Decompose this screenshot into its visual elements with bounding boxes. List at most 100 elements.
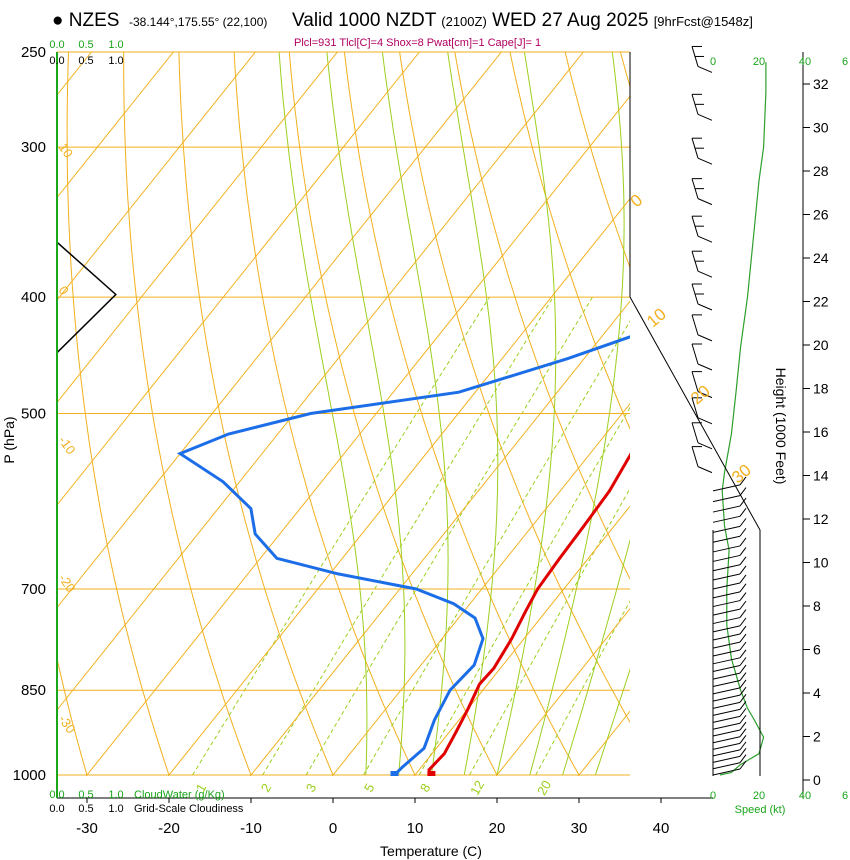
cloudwater-line <box>57 241 117 354</box>
wind-barb-staff <box>691 314 699 336</box>
wind-barb-shaft <box>712 649 741 657</box>
pressure-tick-label: 850 <box>21 682 46 699</box>
speed-tick-top: 40 <box>799 56 811 68</box>
dewpoint-line <box>176 335 630 776</box>
cloudiness-scale-bottom: 1.0 <box>108 803 123 815</box>
isotherm-label: -10 <box>56 433 79 457</box>
height-tick-label: 6 <box>813 642 821 658</box>
isotherm-line <box>824 52 850 776</box>
isotherm-line <box>249 300 630 776</box>
wind-barb <box>712 701 747 716</box>
mixing-ratio-line <box>418 406 630 776</box>
wind-barb <box>712 679 747 695</box>
isotherm-line <box>0 52 9 776</box>
wind-barb-shaft <box>712 633 741 641</box>
wind-barb-flag <box>739 694 747 703</box>
wind-barb-shaft <box>712 749 741 757</box>
wind-barb-flag <box>739 518 747 527</box>
wind-barb-staff <box>691 422 699 443</box>
cloudwater-scale-top: 0.5 <box>78 39 93 51</box>
wind-barb-flag <box>739 741 747 751</box>
wind-barb-flag <box>739 657 747 666</box>
wind-barb-staff <box>691 397 699 418</box>
dry-adiabat-line <box>748 0 850 775</box>
wind-barb-flag <box>739 625 747 635</box>
pressure-tick-label: 1000 <box>13 767 46 784</box>
cloudwater-scale-top: 0.0 <box>49 39 64 51</box>
wind-barb-shaft <box>712 768 741 776</box>
wind-barb <box>691 45 713 73</box>
wind-barb-flag <box>739 641 747 651</box>
wind-barb-flag <box>739 664 747 674</box>
height-tick-label: 12 <box>813 511 829 527</box>
wind-barb-shaft <box>712 515 741 523</box>
isotherm-label: -20 <box>56 571 79 595</box>
wind-barb-flag <box>739 547 747 556</box>
wind-barb <box>712 592 747 608</box>
temp-tick-label: -10 <box>240 820 262 837</box>
height-tick-label: 8 <box>813 598 821 614</box>
wind-barb-shaft <box>697 442 713 450</box>
wind-barb-flag <box>739 537 747 547</box>
temp-tick-label: -30 <box>76 820 98 837</box>
cloudwater-scale-bottom: 0.5 <box>78 789 93 801</box>
wind-barb <box>712 600 747 616</box>
wind-barb-flag <box>739 565 747 575</box>
moist-adiabat-line <box>562 538 630 776</box>
wind-barb-shaft <box>712 762 741 770</box>
wind-barb-shaft <box>697 466 713 474</box>
wind-barb <box>712 518 747 533</box>
dry-adiabat-line <box>123 52 252 776</box>
wind-barb-flag <box>739 721 747 731</box>
wind-barb <box>712 714 747 730</box>
temp-tick-label: 10 <box>407 820 424 837</box>
speed-tick-top: 20 <box>753 56 765 68</box>
height-tick-label: 10 <box>813 555 829 571</box>
wind-barb-flag <box>739 508 747 517</box>
temp-tick-label: 20 <box>489 820 506 837</box>
wind-barb-shaft <box>697 65 713 73</box>
wind-barb-staff <box>691 371 699 392</box>
y-axis-title: P (hPa) <box>1 416 17 463</box>
wind-barb-shaft <box>712 535 741 543</box>
wind-barb-shaft <box>712 694 741 702</box>
height-tick-label: 24 <box>813 250 829 266</box>
cloudiness-scale-bottom: 0.0 <box>49 803 64 815</box>
wind-barb-shaft <box>712 715 741 723</box>
cloudiness-scale-top: 1.0 <box>108 55 123 67</box>
wind-barb-shaft <box>697 417 713 425</box>
moist-adiabat-line <box>278 52 368 776</box>
wind-barb-shaft <box>712 729 741 737</box>
pressure-tick-label: 300 <box>21 139 46 156</box>
valid-label: Valid 1000 NZDT <box>292 10 436 31</box>
cloudiness-scale-bottom: 0.5 <box>78 803 93 815</box>
wind-barb-shaft <box>697 235 713 243</box>
isotherm-line <box>57 52 420 506</box>
cloudwater-scale-bottom: 1.0 <box>108 789 123 801</box>
dry-adiabat-line <box>619 52 630 89</box>
isotherm-line <box>413 505 630 776</box>
mixing-ratio-line <box>305 296 593 776</box>
speed-tick-bottom: 40 <box>799 790 811 802</box>
pressure-tick-label: 400 <box>21 289 46 306</box>
wind-barb-shaft <box>712 736 741 744</box>
wind-barb-flag <box>739 592 747 601</box>
dry-adiabat-label: 30 <box>728 460 755 487</box>
wind-barb <box>712 708 747 723</box>
speed-tick-top: 0 <box>710 56 716 68</box>
station-title: ● NZES <box>52 10 119 32</box>
wind-barb-shaft <box>712 573 741 581</box>
wind-barb <box>712 609 747 625</box>
wind-barb-flag <box>739 527 747 537</box>
wind-barb <box>712 527 747 543</box>
mixing-ratio-label: 2 <box>258 781 275 795</box>
wind-barb-staff <box>691 446 699 467</box>
isotherm-line <box>57 52 502 609</box>
speed-tick-top: 6 <box>842 56 848 68</box>
wind-barb-shaft <box>712 722 741 730</box>
wind-barb-shaft <box>712 687 741 695</box>
wind-barb-flag <box>739 574 747 584</box>
dry-adiabat-line <box>288 52 498 776</box>
dry-adiabat-label: 20 <box>687 381 714 408</box>
wind-barb-flag <box>739 714 747 724</box>
